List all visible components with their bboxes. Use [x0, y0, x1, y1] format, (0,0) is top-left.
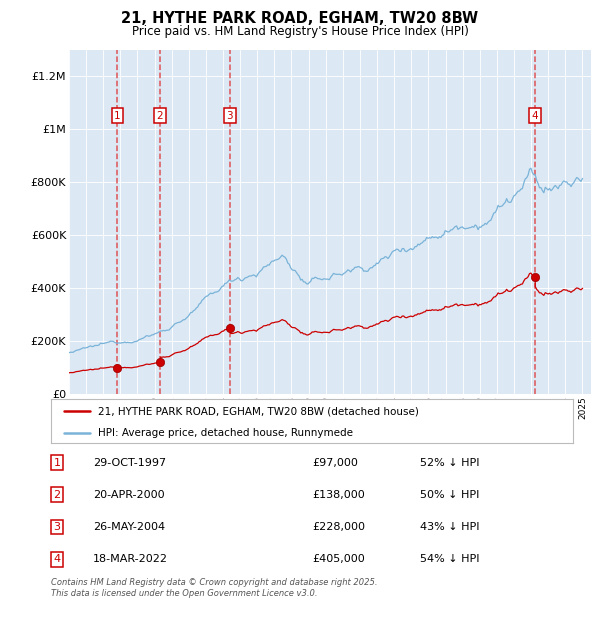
Text: 1: 1: [114, 111, 121, 121]
Text: 2: 2: [53, 490, 61, 500]
Text: £138,000: £138,000: [312, 490, 365, 500]
Text: 3: 3: [227, 111, 233, 121]
Text: Contains HM Land Registry data © Crown copyright and database right 2025.
This d: Contains HM Land Registry data © Crown c…: [51, 578, 377, 598]
Text: 1: 1: [53, 458, 61, 467]
Text: 52% ↓ HPI: 52% ↓ HPI: [420, 458, 479, 467]
Text: 4: 4: [53, 554, 61, 564]
Text: 3: 3: [53, 522, 61, 532]
Text: 43% ↓ HPI: 43% ↓ HPI: [420, 522, 479, 532]
Text: £228,000: £228,000: [312, 522, 365, 532]
Text: 21, HYTHE PARK ROAD, EGHAM, TW20 8BW: 21, HYTHE PARK ROAD, EGHAM, TW20 8BW: [121, 11, 479, 26]
Text: HPI: Average price, detached house, Runnymede: HPI: Average price, detached house, Runn…: [98, 428, 353, 438]
Text: 20-APR-2000: 20-APR-2000: [93, 490, 164, 500]
Text: 54% ↓ HPI: 54% ↓ HPI: [420, 554, 479, 564]
Text: 2: 2: [157, 111, 163, 121]
Text: Price paid vs. HM Land Registry's House Price Index (HPI): Price paid vs. HM Land Registry's House …: [131, 25, 469, 38]
Text: £97,000: £97,000: [312, 458, 358, 467]
Text: 50% ↓ HPI: 50% ↓ HPI: [420, 490, 479, 500]
Text: 29-OCT-1997: 29-OCT-1997: [93, 458, 166, 467]
Text: 18-MAR-2022: 18-MAR-2022: [93, 554, 168, 564]
Text: 21, HYTHE PARK ROAD, EGHAM, TW20 8BW (detached house): 21, HYTHE PARK ROAD, EGHAM, TW20 8BW (de…: [98, 406, 419, 416]
Text: £405,000: £405,000: [312, 554, 365, 564]
Text: 4: 4: [532, 111, 538, 121]
Text: 26-MAY-2004: 26-MAY-2004: [93, 522, 165, 532]
